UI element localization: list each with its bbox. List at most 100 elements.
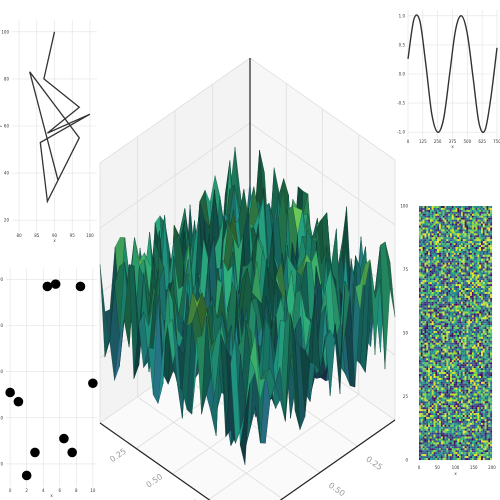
- heatmap-cell: [460, 311, 463, 314]
- heatmap-cell: [426, 250, 429, 253]
- heatmap-cell: [468, 354, 471, 357]
- heatmap-cell: [439, 225, 441, 228]
- heatmap-cell: [429, 393, 432, 396]
- heatmap-cell: [420, 325, 423, 328]
- heatmap-cell: [466, 317, 469, 320]
- heatmap-cell: [466, 366, 469, 369]
- heatmap-cell: [477, 379, 480, 382]
- heatmap-cell: [450, 221, 452, 224]
- heatmap-cell: [440, 278, 443, 281]
- heatmap-cell: [422, 331, 425, 334]
- heatmap-cell: [482, 282, 485, 285]
- heatmap-cell: [464, 366, 467, 369]
- heatmap-cell: [481, 360, 483, 363]
- heatmap-cell: [475, 235, 478, 238]
- heatmap-cell: [471, 206, 474, 208]
- heatmap-cell: [422, 333, 425, 335]
- heatmap-cell: [464, 264, 467, 267]
- heatmap-cell: [455, 329, 458, 332]
- heatmap-cell: [462, 379, 465, 382]
- heatmap-cell: [470, 260, 472, 263]
- heatmap-cell: [429, 247, 432, 250]
- heatmap-cell: [488, 319, 491, 322]
- heatmap-cell: [450, 229, 452, 232]
- heatmap-cell: [440, 225, 443, 228]
- heatmap-cell: [479, 303, 482, 306]
- heatmap-cell: [490, 223, 493, 226]
- heatmap-cell: [439, 319, 441, 322]
- heatmap-cell: [486, 323, 489, 326]
- heatmap-cell: [433, 317, 436, 320]
- heatmap-cell: [466, 286, 469, 289]
- heatmap-cell: [451, 323, 454, 326]
- x-tick-label: 375: [449, 139, 457, 144]
- heatmap-cell: [468, 307, 471, 310]
- heatmap-cell: [442, 280, 445, 283]
- series-line: [407, 14, 498, 133]
- heatmap-cell: [488, 272, 491, 275]
- heatmap-cell: [428, 252, 431, 255]
- heatmap-cell: [437, 245, 440, 248]
- heatmap-cell: [426, 389, 429, 392]
- heatmap-cell: [484, 262, 487, 265]
- heatmap-cell: [419, 385, 421, 388]
- heatmap-cell: [482, 219, 485, 222]
- heatmap-cell: [482, 297, 485, 300]
- heatmap-cell: [431, 245, 434, 248]
- heatmap-cell: [437, 331, 440, 334]
- heatmap-cell: [444, 358, 447, 361]
- heatmap-cell: [426, 370, 429, 373]
- heatmap-cell: [444, 372, 447, 375]
- heatmap-cell: [488, 323, 491, 326]
- heatmap-cell: [439, 307, 441, 310]
- heatmap-cell: [424, 213, 427, 216]
- heatmap-cell: [435, 219, 438, 222]
- heatmap-cell: [435, 262, 438, 265]
- heatmap-cell: [462, 313, 465, 316]
- heatmap-cell: [479, 209, 482, 212]
- heatmap-cell: [460, 264, 463, 267]
- heatmap-cell: [453, 237, 456, 240]
- heatmap-cell: [471, 375, 474, 378]
- heatmap-cell: [471, 309, 474, 312]
- heatmap-cell: [435, 266, 438, 269]
- heatmap-cell: [460, 256, 463, 259]
- heatmap-cell: [488, 247, 491, 250]
- heatmap-cell: [448, 252, 451, 255]
- heatmap-cell: [460, 377, 463, 380]
- heatmap-cell: [475, 311, 478, 314]
- heatmap-cell: [486, 290, 489, 293]
- heatmap-cell: [433, 381, 436, 384]
- heatmap-cell: [420, 377, 423, 380]
- heatmap-cell: [471, 354, 474, 357]
- heatmap-cell: [433, 352, 436, 355]
- heatmap-cell: [450, 266, 452, 269]
- heatmap-cell: [488, 252, 491, 255]
- heatmap-cell: [470, 368, 472, 371]
- heatmap-cell: [457, 383, 460, 386]
- heatmap-cell: [451, 225, 454, 228]
- heatmap-cell: [440, 311, 443, 314]
- heatmap-cell: [484, 245, 487, 248]
- heatmap-cell: [490, 338, 493, 341]
- heatmap-cell: [450, 323, 452, 326]
- heatmap-cell: [484, 348, 487, 351]
- heatmap-cell: [484, 344, 487, 347]
- heatmap-cell: [466, 352, 469, 355]
- heatmap-cell: [419, 305, 421, 308]
- heatmap-cell: [475, 309, 478, 312]
- heatmap-cell: [475, 350, 478, 353]
- heatmap-cell: [481, 327, 483, 330]
- heatmap-cell: [424, 325, 427, 328]
- heatmap-cell: [435, 293, 438, 296]
- heatmap-cell: [435, 268, 438, 271]
- heatmap-cell: [444, 319, 447, 322]
- heatmap-cell: [486, 256, 489, 259]
- heatmap-cell: [422, 370, 425, 373]
- heatmap-cell: [437, 219, 440, 222]
- heatmap-cell: [470, 213, 472, 216]
- heatmap-cell: [433, 393, 436, 396]
- heatmap-cell: [468, 225, 471, 228]
- heatmap-cell: [435, 331, 438, 334]
- heatmap-cell: [439, 278, 441, 281]
